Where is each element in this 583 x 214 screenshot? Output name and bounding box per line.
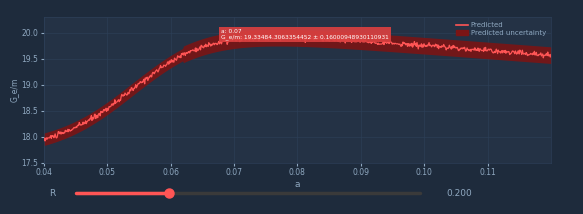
Legend: Predicted, Predicted uncertainty: Predicted, Predicted uncertainty <box>454 21 547 37</box>
Text: a: 0.07
G_e/m: 19.33484.3063354452 ± 0.16000948930110931: a: 0.07 G_e/m: 19.33484.3063354452 ± 0.1… <box>222 28 389 40</box>
X-axis label: a: a <box>294 180 300 189</box>
Text: 0.200: 0.200 <box>446 189 472 198</box>
Text: R: R <box>50 189 55 198</box>
Y-axis label: G_e/m: G_e/m <box>9 78 19 102</box>
